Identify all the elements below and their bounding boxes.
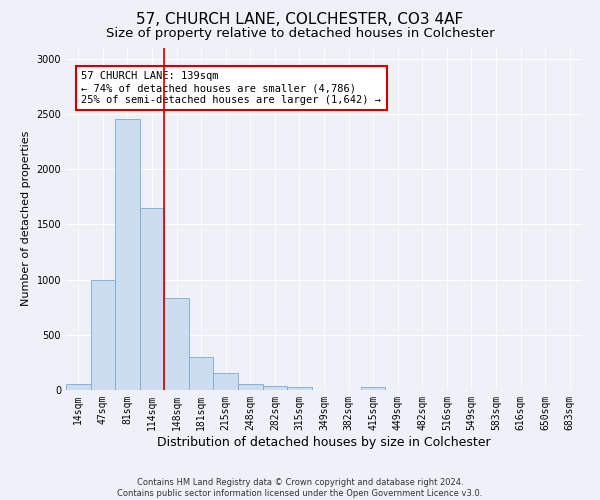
Bar <box>115 120 140 390</box>
X-axis label: Distribution of detached houses by size in Colchester: Distribution of detached houses by size … <box>157 436 491 448</box>
Text: Contains HM Land Registry data © Crown copyright and database right 2024.
Contai: Contains HM Land Registry data © Crown c… <box>118 478 482 498</box>
Bar <box>361 386 385 390</box>
Text: 57, CHURCH LANE, COLCHESTER, CO3 4AF: 57, CHURCH LANE, COLCHESTER, CO3 4AF <box>136 12 464 28</box>
Bar <box>238 384 263 390</box>
Bar <box>214 373 238 390</box>
Bar <box>189 358 214 390</box>
Text: 57 CHURCH LANE: 139sqm
← 74% of detached houses are smaller (4,786)
25% of semi-: 57 CHURCH LANE: 139sqm ← 74% of detached… <box>82 72 382 104</box>
Bar <box>164 298 189 390</box>
Y-axis label: Number of detached properties: Number of detached properties <box>21 131 31 306</box>
Text: Size of property relative to detached houses in Colchester: Size of property relative to detached ho… <box>106 28 494 40</box>
Bar <box>91 280 115 390</box>
Bar <box>66 384 91 390</box>
Bar <box>140 208 164 390</box>
Bar <box>263 386 287 390</box>
Bar <box>287 386 312 390</box>
